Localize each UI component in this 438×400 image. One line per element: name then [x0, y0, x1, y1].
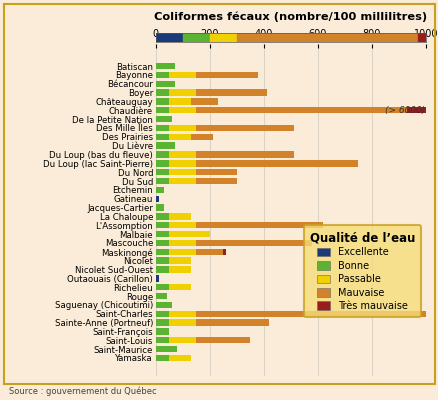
Bar [155, 134, 169, 140]
Bar [196, 90, 266, 96]
Bar [155, 90, 169, 96]
Bar [196, 107, 406, 114]
Bar [169, 266, 191, 273]
Bar [223, 249, 226, 255]
Bar [169, 213, 191, 220]
Bar [169, 125, 196, 131]
Bar [155, 275, 158, 282]
Bar [169, 310, 196, 317]
Bar [155, 337, 169, 344]
Bar [169, 258, 191, 264]
Bar [169, 222, 196, 228]
Bar [155, 63, 174, 69]
Bar [169, 151, 196, 158]
Bar [169, 284, 191, 290]
Bar [169, 90, 196, 96]
Bar [155, 178, 169, 184]
Bar [155, 116, 172, 122]
Bar [155, 204, 163, 211]
Bar [155, 98, 169, 105]
Bar [155, 160, 169, 166]
Bar [209, 33, 237, 42]
Bar [155, 33, 182, 42]
Bar [155, 293, 166, 299]
Bar [196, 319, 268, 326]
Bar [155, 107, 169, 114]
Bar [191, 134, 212, 140]
Bar [169, 160, 196, 166]
Bar [155, 187, 163, 193]
Bar [169, 134, 191, 140]
Bar [191, 98, 217, 105]
Bar [196, 160, 357, 166]
Text: (> 6000): (> 6000) [384, 106, 424, 115]
Text: Source : gouvernement du Québec: Source : gouvernement du Québec [9, 386, 156, 396]
Bar [155, 258, 169, 264]
Bar [169, 169, 196, 175]
Bar [169, 337, 196, 344]
Bar [406, 107, 425, 114]
Bar [196, 240, 312, 246]
Bar [196, 151, 293, 158]
Bar [196, 337, 250, 344]
Bar [155, 213, 169, 220]
Bar [155, 222, 169, 228]
Bar [169, 355, 191, 361]
Bar [155, 310, 169, 317]
Bar [169, 319, 196, 326]
Bar [155, 355, 169, 361]
Text: Coliformes fécaux (nombre/100 millilitres): Coliformes fécaux (nombre/100 millilitre… [154, 12, 427, 22]
Bar [155, 249, 169, 255]
Bar [196, 72, 258, 78]
Bar [196, 222, 322, 228]
Bar [155, 196, 158, 202]
Bar [155, 72, 169, 78]
Bar [169, 231, 209, 237]
Bar [155, 231, 169, 237]
Bar [169, 98, 191, 105]
Bar [155, 240, 169, 246]
Bar [196, 169, 237, 175]
Bar [169, 178, 196, 184]
Bar [155, 328, 169, 334]
Bar [155, 151, 169, 158]
Bar [155, 319, 169, 326]
Legend: Excellente, Bonne, Passable, Mauvaise, Très mauvaise: Excellente, Bonne, Passable, Mauvaise, T… [303, 225, 420, 317]
Bar [182, 33, 209, 42]
Bar [169, 72, 196, 78]
Bar [169, 249, 196, 255]
Bar [155, 80, 174, 87]
Bar [196, 125, 293, 131]
Bar [169, 107, 196, 114]
Bar [417, 33, 425, 42]
Bar [237, 33, 417, 42]
Bar [155, 302, 172, 308]
Bar [196, 178, 237, 184]
Bar [155, 266, 169, 273]
Bar [155, 142, 174, 149]
Bar [155, 284, 169, 290]
Bar [196, 310, 430, 317]
Bar [155, 169, 169, 175]
Bar [196, 249, 223, 255]
Bar [155, 125, 169, 131]
Bar [169, 240, 196, 246]
Bar [155, 346, 177, 352]
